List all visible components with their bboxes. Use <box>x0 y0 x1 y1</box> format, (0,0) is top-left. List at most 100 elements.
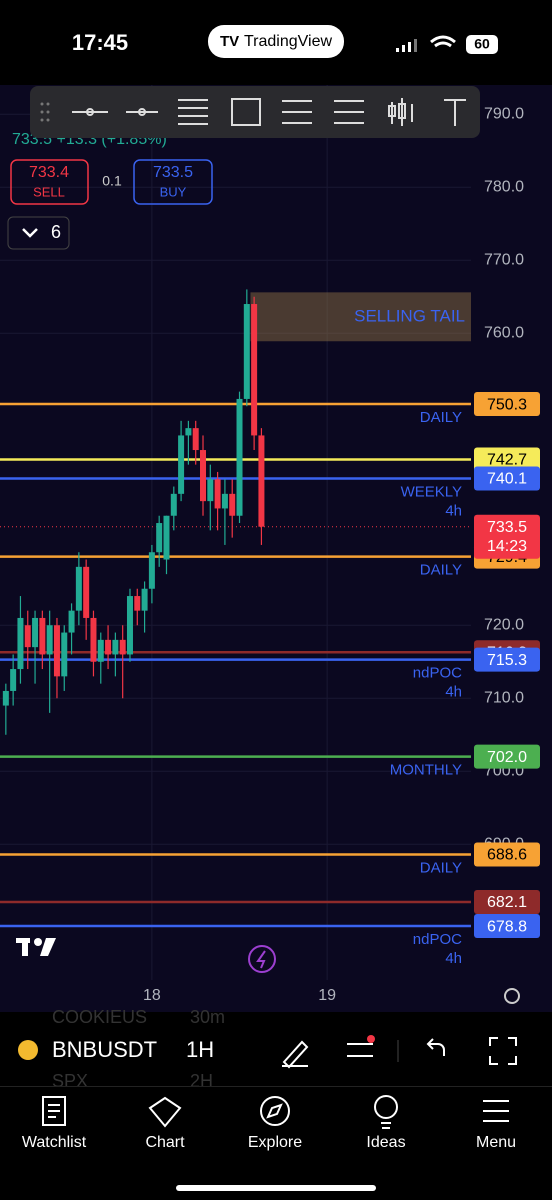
nav-label[interactable]: Explore <box>248 1134 302 1151</box>
level-note: 4h <box>445 502 462 519</box>
y-tick-label: 720.0 <box>484 616 524 633</box>
candle-body <box>134 596 141 611</box>
level-price-box <box>474 744 540 769</box>
candle-body <box>178 435 185 494</box>
candle-body <box>156 523 163 553</box>
level-note: ndPOC <box>413 665 462 682</box>
sell-button[interactable] <box>10 159 89 205</box>
candle-body <box>39 617 46 655</box>
clock: 17:45 <box>72 30 128 55</box>
symbol[interactable]: BNBUSDT <box>52 1037 157 1062</box>
level-price: 678.8 <box>487 918 527 935</box>
candle-body <box>126 596 133 655</box>
level-price: 702.0 <box>487 749 527 766</box>
indicator-toggle[interactable] <box>7 216 70 250</box>
app-pill <box>208 25 344 58</box>
chart-area <box>0 85 552 1012</box>
candle-body <box>243 304 250 399</box>
drawing-toolbar[interactable] <box>30 86 480 138</box>
candle-body <box>148 552 155 589</box>
buy-label: BUY <box>160 184 187 199</box>
nav-bar <box>0 1086 552 1200</box>
battery-level: 60 <box>474 36 490 52</box>
level-note: MONTHLY <box>390 762 462 779</box>
level-price-box <box>474 466 540 491</box>
undo-icon[interactable] <box>426 1038 445 1056</box>
candle-body <box>221 493 228 509</box>
draw-icon[interactable] <box>282 1040 309 1069</box>
candle-body <box>97 639 104 662</box>
candle-body <box>192 428 199 451</box>
nav-icons <box>42 1095 509 1129</box>
level-price-box <box>474 647 540 672</box>
tv-logo <box>16 938 56 956</box>
level-price: 750.3 <box>487 396 527 413</box>
app-logo: TV <box>220 33 239 50</box>
level-price: 742.7 <box>487 452 527 469</box>
candle-body <box>105 639 112 655</box>
level-price: 682.1 <box>487 894 527 911</box>
current-price: 733.5 <box>487 519 527 536</box>
candle-body <box>46 625 53 655</box>
indicators-icon[interactable] <box>347 1043 373 1057</box>
level-price: 688.6 <box>487 847 527 864</box>
behind-symbol: SPX <box>52 1071 88 1091</box>
candle-body <box>185 428 192 436</box>
sell-price: 733.4 <box>29 164 69 181</box>
toolbar-icons <box>40 98 466 126</box>
candle-body <box>83 566 90 618</box>
level-price-box <box>474 914 540 939</box>
quantity: 0.1 <box>102 173 122 189</box>
candle-body <box>170 493 177 516</box>
app-name: TradingView <box>244 33 332 50</box>
candle-body <box>236 398 243 516</box>
candle-body <box>61 632 68 677</box>
level-note: 4h <box>445 950 462 967</box>
candle-body <box>119 639 126 655</box>
nav-label[interactable]: Watchlist <box>22 1134 87 1151</box>
nav-label[interactable]: Ideas <box>366 1134 405 1151</box>
fullscreen-icon[interactable] <box>489 1037 517 1065</box>
chevron <box>22 228 38 238</box>
lightning-icon <box>256 950 266 969</box>
behind-symbol: COOKIEUS <box>52 1007 147 1027</box>
candle-body <box>75 566 82 611</box>
candle-body <box>17 617 24 670</box>
lightning-button[interactable] <box>248 945 276 973</box>
zone-label: SELLING TAIL <box>354 306 465 325</box>
candle-body <box>53 625 60 677</box>
level-note: WEEKLY <box>401 483 462 500</box>
y-tick-label: 760.0 <box>484 324 524 341</box>
y-tick-label: 790.0 <box>484 105 524 122</box>
level-price-box <box>474 447 540 472</box>
home-indicator <box>176 1185 376 1191</box>
level-price-box <box>474 842 540 867</box>
interval[interactable]: 1H <box>186 1037 214 1062</box>
level-price: 740.1 <box>487 471 527 488</box>
y-tick-label: 770.0 <box>484 251 524 268</box>
settings-icon[interactable] <box>504 988 520 1004</box>
buy-button[interactable] <box>133 159 213 205</box>
nav-label[interactable]: Chart <box>145 1134 185 1151</box>
candle-body <box>229 493 236 516</box>
indicator-count: 6 <box>51 222 61 242</box>
buy-price: 733.5 <box>153 164 193 181</box>
candle-body <box>141 588 148 611</box>
behind-interval: 30m <box>190 1007 225 1027</box>
level-price: 715.3 <box>487 652 527 669</box>
wifi <box>430 35 456 48</box>
level-note: ndPOC <box>413 931 462 948</box>
candle-body <box>207 479 214 502</box>
candle-body <box>112 639 119 655</box>
candle-body <box>68 610 75 633</box>
candle-body <box>32 617 39 648</box>
nav-labels: Watchlist Chart Explore Ideas Menu <box>22 1134 516 1151</box>
candle-body <box>258 435 265 527</box>
battery <box>466 35 498 54</box>
nav-label[interactable]: Menu <box>476 1134 516 1151</box>
behind-interval: 2H <box>190 1071 213 1091</box>
bottom-toolbar <box>0 1012 552 1086</box>
level-note: DAILY <box>420 859 462 876</box>
level-price-box <box>474 889 540 914</box>
